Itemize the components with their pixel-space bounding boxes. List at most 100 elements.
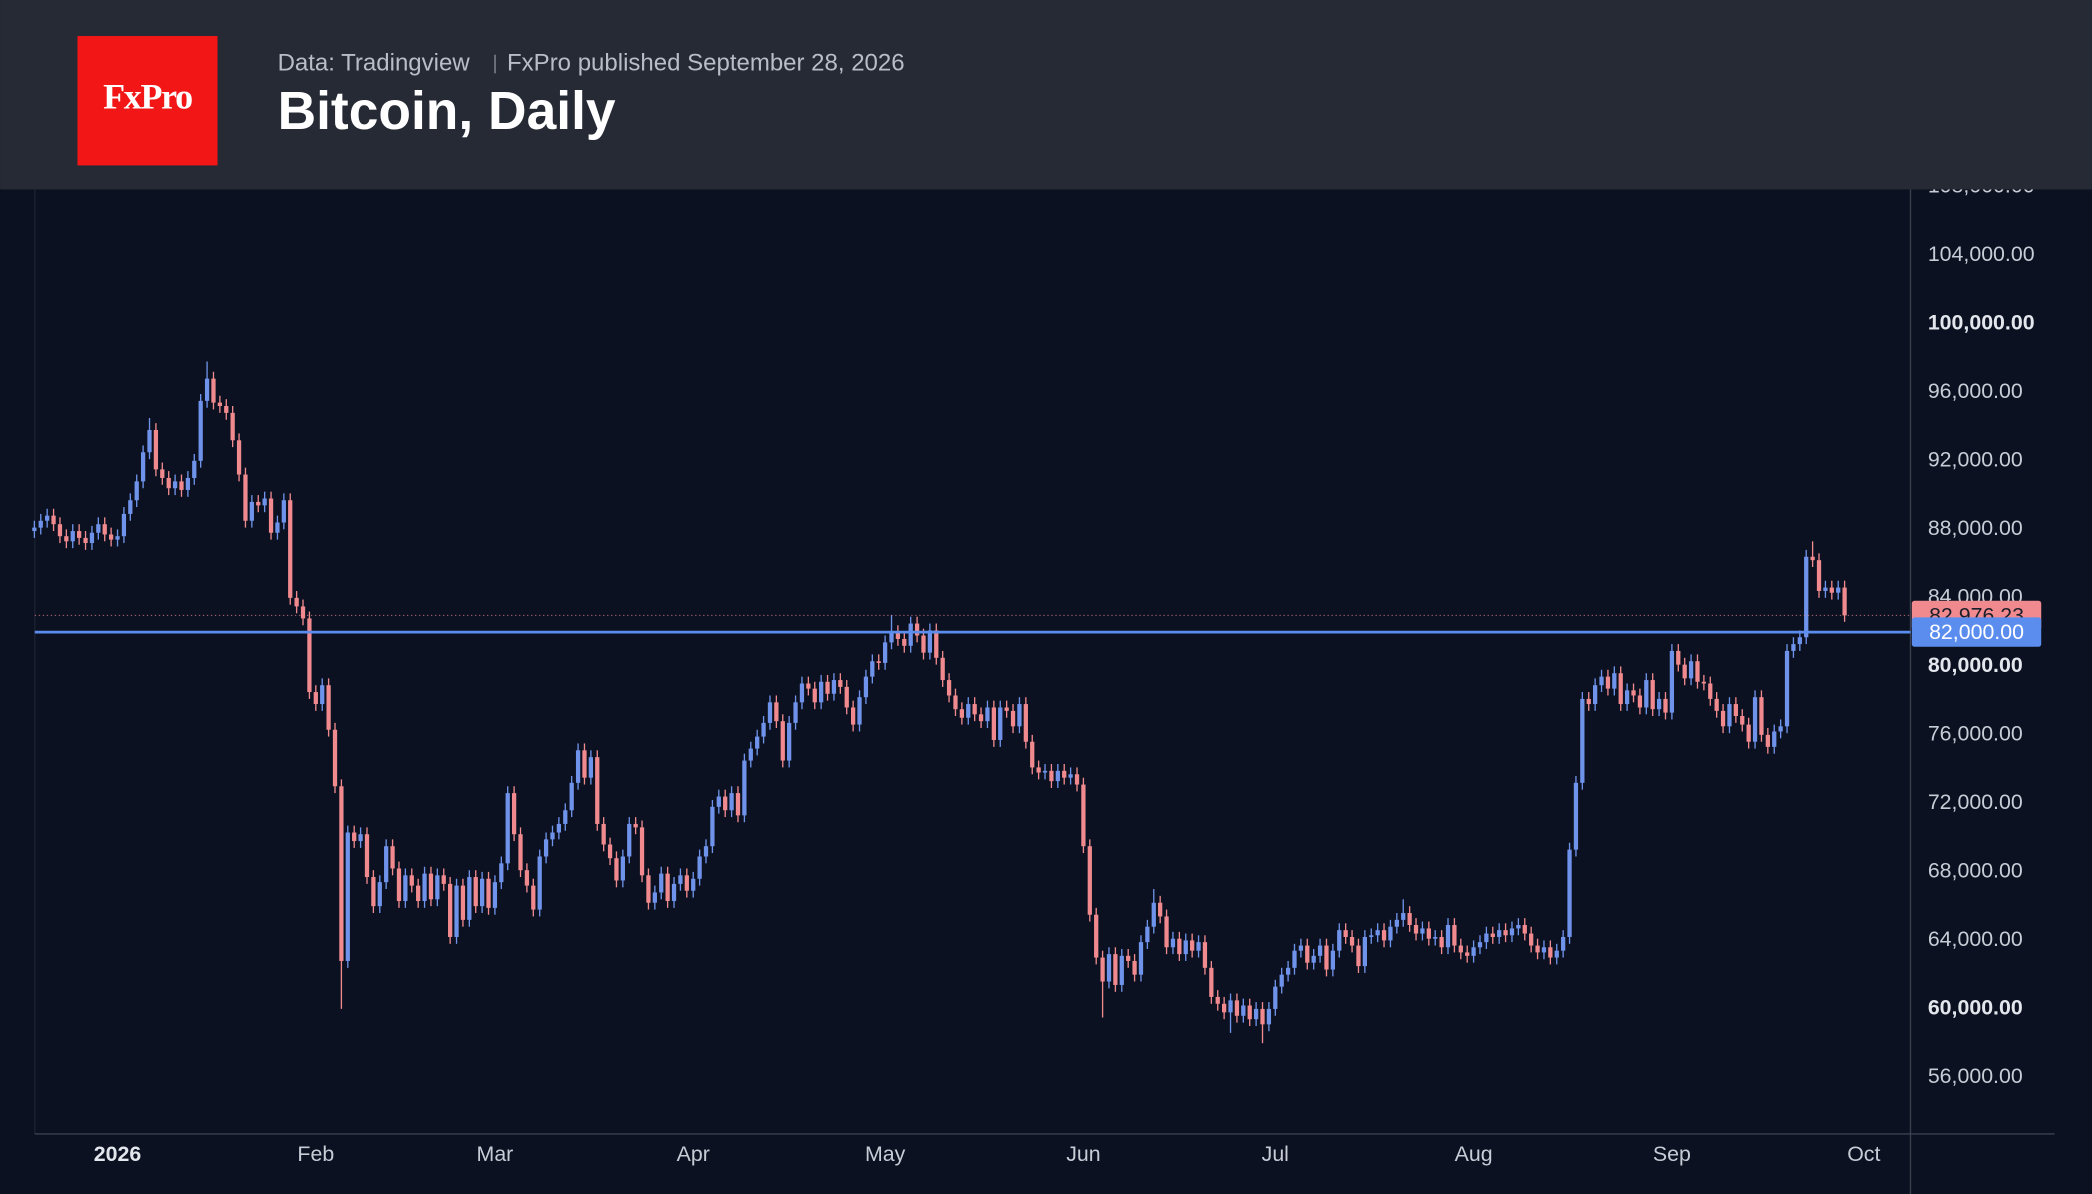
- y-tick-label: 88,000.00: [1928, 516, 2023, 540]
- candle-body: [1279, 974, 1284, 987]
- candle-body: [991, 707, 996, 741]
- candle-body: [1688, 661, 1694, 679]
- candle-body: [1170, 938, 1176, 948]
- candle-body: [607, 844, 613, 859]
- candle-body: [646, 875, 651, 903]
- candle-body: [844, 686, 849, 708]
- candle-body: [1644, 680, 1649, 708]
- candle-body: [1388, 926, 1393, 941]
- candle-body: [1394, 919, 1399, 927]
- y-tick-label: 68,000.00: [1928, 859, 2023, 883]
- candle-body: [729, 793, 734, 811]
- candle-body: [1509, 928, 1515, 936]
- candle-body: [595, 757, 600, 824]
- candle-body: [652, 892, 657, 903]
- candle-body: [121, 513, 127, 537]
- candle-body: [531, 885, 536, 910]
- candle-body: [1196, 942, 1201, 951]
- candle-body: [582, 750, 587, 778]
- candle-body: [1631, 690, 1636, 696]
- x-tick-label: Feb: [297, 1142, 334, 1166]
- candle-body: [1439, 936, 1444, 948]
- candle-body: [755, 736, 760, 749]
- candle-body: [1823, 587, 1828, 591]
- candle-body: [441, 875, 446, 884]
- candle-body: [1752, 697, 1758, 742]
- candle-body: [1068, 774, 1073, 778]
- candle-body: [1561, 936, 1566, 951]
- y-tick-label: 100,000.00: [1928, 310, 2035, 334]
- candle-body: [1177, 938, 1182, 955]
- candle-body: [1010, 710, 1016, 727]
- candle-body: [1772, 731, 1777, 747]
- candle-body: [639, 827, 645, 876]
- candle-body: [703, 846, 709, 857]
- y-tick-label: 60,000.00: [1928, 996, 2023, 1020]
- candle-body: [1599, 676, 1604, 686]
- candle-body: [64, 536, 69, 542]
- candle-body: [307, 618, 312, 693]
- candle-body: [448, 883, 453, 937]
- candle-body: [1081, 784, 1086, 847]
- candle-body: [1740, 716, 1745, 725]
- candle-body: [45, 515, 50, 521]
- candle-body: [1682, 664, 1687, 679]
- candle-body: [940, 657, 945, 681]
- candle-body: [198, 400, 203, 461]
- candle-body: [1132, 960, 1137, 975]
- candle-body: [160, 469, 165, 478]
- candle-body: [1126, 955, 1131, 961]
- candle-body: [294, 597, 299, 607]
- candle-body: [1490, 933, 1495, 937]
- candle-body: [1183, 940, 1188, 955]
- candle-body: [1676, 650, 1681, 665]
- candle-body: [985, 707, 990, 722]
- candle-body: [1202, 942, 1208, 968]
- candle-body: [326, 685, 331, 730]
- candle-body: [882, 642, 888, 663]
- candle-body: [1746, 724, 1751, 742]
- candle-body: [153, 429, 159, 470]
- candle-body: [377, 882, 382, 907]
- candle-body: [1401, 913, 1406, 920]
- candle-body: [972, 704, 977, 715]
- candle-body: [1458, 945, 1463, 953]
- candle-body: [1266, 1008, 1272, 1025]
- candle-body: [1145, 926, 1150, 943]
- candle-body: [1759, 697, 1764, 735]
- candle-body: [236, 440, 242, 475]
- x-tick-label: Jun: [1066, 1142, 1100, 1166]
- candle-body: [1797, 637, 1802, 645]
- candle-body: [1042, 770, 1048, 773]
- candle-body: [511, 793, 517, 835]
- candle-body: [313, 692, 318, 705]
- candle-body: [249, 501, 254, 521]
- y-tick-label: 92,000.00: [1928, 447, 2023, 471]
- candle-body: [1516, 925, 1521, 929]
- candle-body: [1030, 741, 1035, 768]
- candle-body: [83, 537, 88, 544]
- candle-body: [627, 823, 632, 857]
- x-tick-label: Aug: [1455, 1142, 1493, 1166]
- candle-body: [1343, 930, 1348, 937]
- y-tick-label: 76,000.00: [1928, 722, 2023, 746]
- candle-body: [678, 875, 683, 884]
- header: FxPro Data: Tradingview FxPro published …: [0, 0, 2092, 190]
- candle-body: [787, 722, 792, 761]
- candle-body: [281, 500, 286, 523]
- candle-body: [1714, 698, 1719, 711]
- candle-body: [1151, 902, 1156, 927]
- candle-body: [384, 846, 389, 883]
- candle-body: [416, 885, 421, 902]
- candle-body: [1804, 556, 1809, 638]
- candle-body: [569, 782, 574, 811]
- candle-body: [32, 527, 37, 532]
- logo-text: FxPro: [103, 76, 192, 116]
- x-tick-label: Sep: [1653, 1142, 1691, 1166]
- candle-body: [1407, 913, 1412, 926]
- candle-body: [1209, 967, 1214, 997]
- candle-body: [332, 729, 338, 787]
- candle-body: [614, 858, 619, 881]
- candle-body: [563, 810, 568, 824]
